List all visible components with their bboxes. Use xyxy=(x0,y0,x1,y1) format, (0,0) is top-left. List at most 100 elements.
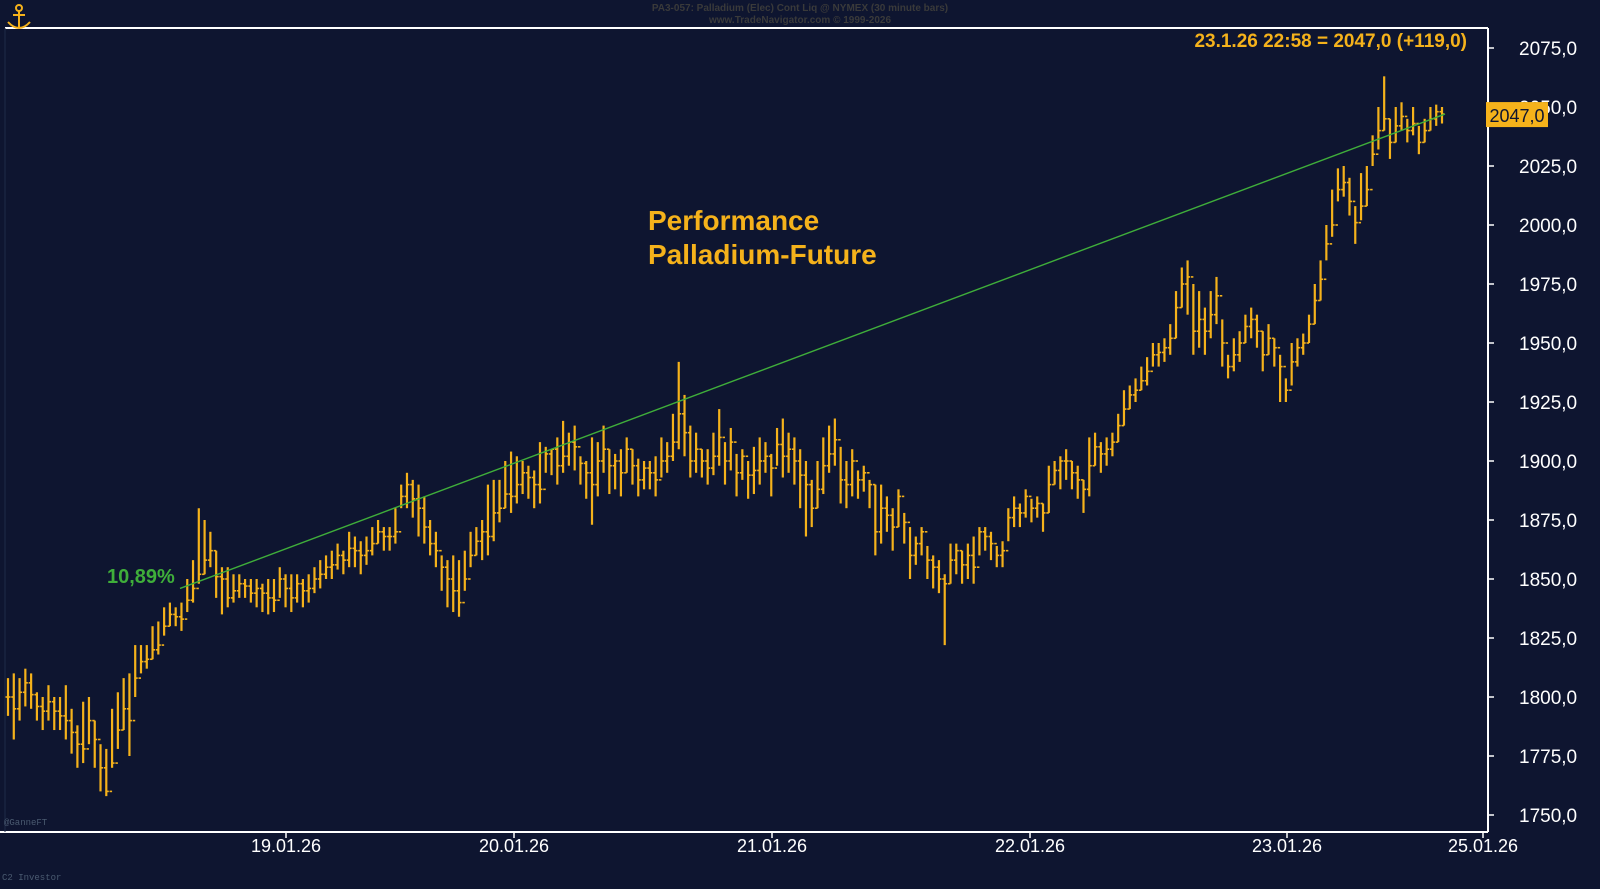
price-bar xyxy=(924,530,930,579)
price-bar xyxy=(867,471,873,509)
price-bar xyxy=(190,560,196,603)
price-bar xyxy=(1196,291,1202,348)
price-bar xyxy=(126,673,132,756)
price-bar xyxy=(1138,366,1144,392)
price-bar xyxy=(861,465,867,492)
price-bar xyxy=(820,437,826,495)
price-bar xyxy=(1410,107,1416,136)
price-bar xyxy=(1219,294,1225,367)
price-bar xyxy=(259,583,265,613)
price-bar xyxy=(774,427,780,469)
x-tick-label: 25.01.26 xyxy=(1448,836,1518,856)
price-bar xyxy=(1046,465,1052,514)
price-bar xyxy=(1081,479,1086,513)
price-bar xyxy=(57,697,63,731)
y-tick-label: 1800,0 xyxy=(1519,688,1577,709)
price-bar xyxy=(121,678,127,731)
price-bar xyxy=(277,567,283,602)
price-bar xyxy=(641,461,647,490)
price-bar xyxy=(103,748,109,797)
watermark: @GanneFT xyxy=(4,818,48,828)
price-bar xyxy=(664,442,670,473)
price-bar xyxy=(1294,338,1300,367)
price-bar xyxy=(728,427,734,471)
price-bar xyxy=(300,579,306,608)
price-bar xyxy=(1161,338,1167,362)
price-bar xyxy=(595,442,601,497)
price-bar xyxy=(1213,276,1219,325)
price-bar xyxy=(560,420,566,473)
price-bar xyxy=(317,560,323,589)
price-bar xyxy=(1069,460,1075,490)
price-bar xyxy=(1173,291,1179,340)
price-bar xyxy=(161,607,167,646)
price-bar xyxy=(994,542,1000,568)
price-bar xyxy=(589,437,595,525)
price-bar xyxy=(155,621,161,655)
price-bar xyxy=(1335,168,1341,226)
price-bar xyxy=(757,437,763,485)
price-bar xyxy=(184,579,190,620)
price-bar xyxy=(1028,495,1034,523)
price-bar xyxy=(797,449,803,509)
price-bar xyxy=(1370,135,1376,191)
price-bar xyxy=(1352,200,1358,244)
price-bar xyxy=(676,361,682,450)
price-bar xyxy=(647,461,653,490)
price-bar xyxy=(225,567,231,608)
price-bar xyxy=(11,673,17,740)
price-bar xyxy=(1000,541,1006,568)
y-tick-label: 1925,0 xyxy=(1519,393,1577,414)
price-bar xyxy=(1393,107,1399,144)
price-bar xyxy=(369,527,375,556)
price-bar xyxy=(433,531,439,568)
price-bar xyxy=(1254,314,1260,348)
price-bar xyxy=(288,574,294,613)
price-bar xyxy=(5,678,11,716)
price-bar xyxy=(311,567,317,594)
header-line2: www.TradeNavigator.com © 1999-2026 xyxy=(708,15,892,26)
price-bars xyxy=(5,76,1445,797)
price-bar xyxy=(531,470,537,509)
price-bar xyxy=(491,479,497,542)
price-bar xyxy=(138,645,144,679)
price-bar xyxy=(1422,118,1428,144)
x-tick-label: 22.01.26 xyxy=(995,836,1065,856)
price-bar xyxy=(1306,314,1312,344)
price-bar xyxy=(283,574,289,608)
price-bar xyxy=(919,527,925,556)
price-bar xyxy=(74,725,80,768)
price-bar xyxy=(1225,342,1231,379)
price-bar xyxy=(335,543,341,570)
price-bar xyxy=(930,555,936,589)
price-bar xyxy=(1011,496,1017,528)
price-bar xyxy=(1109,432,1115,457)
y-tick-label: 2075,0 xyxy=(1519,39,1577,60)
price-bar xyxy=(427,520,433,556)
price-bar xyxy=(832,418,838,466)
price-bar xyxy=(306,574,312,603)
price-bar xyxy=(976,527,982,569)
price-bar xyxy=(1289,343,1295,392)
chart-title-line: Palladium-Future xyxy=(648,239,877,270)
price-bar xyxy=(525,465,531,499)
price-bar xyxy=(612,453,618,490)
price-bar xyxy=(45,685,51,721)
price-bar xyxy=(838,438,844,504)
price-bar xyxy=(809,479,815,528)
price-bar xyxy=(1133,378,1139,402)
price-bar xyxy=(1375,107,1381,155)
trendline-label: 10,89% xyxy=(107,566,175,588)
price-bar xyxy=(1387,118,1393,159)
price-bar xyxy=(202,520,208,576)
price-bar xyxy=(485,484,491,556)
price-bar xyxy=(1040,502,1046,532)
price-bar xyxy=(1075,465,1081,499)
price-bar xyxy=(658,437,664,481)
price-bar xyxy=(514,456,520,504)
price-bar xyxy=(1167,324,1173,355)
price-bar xyxy=(751,446,757,495)
price-bar xyxy=(791,437,797,485)
price-bar xyxy=(768,453,774,497)
